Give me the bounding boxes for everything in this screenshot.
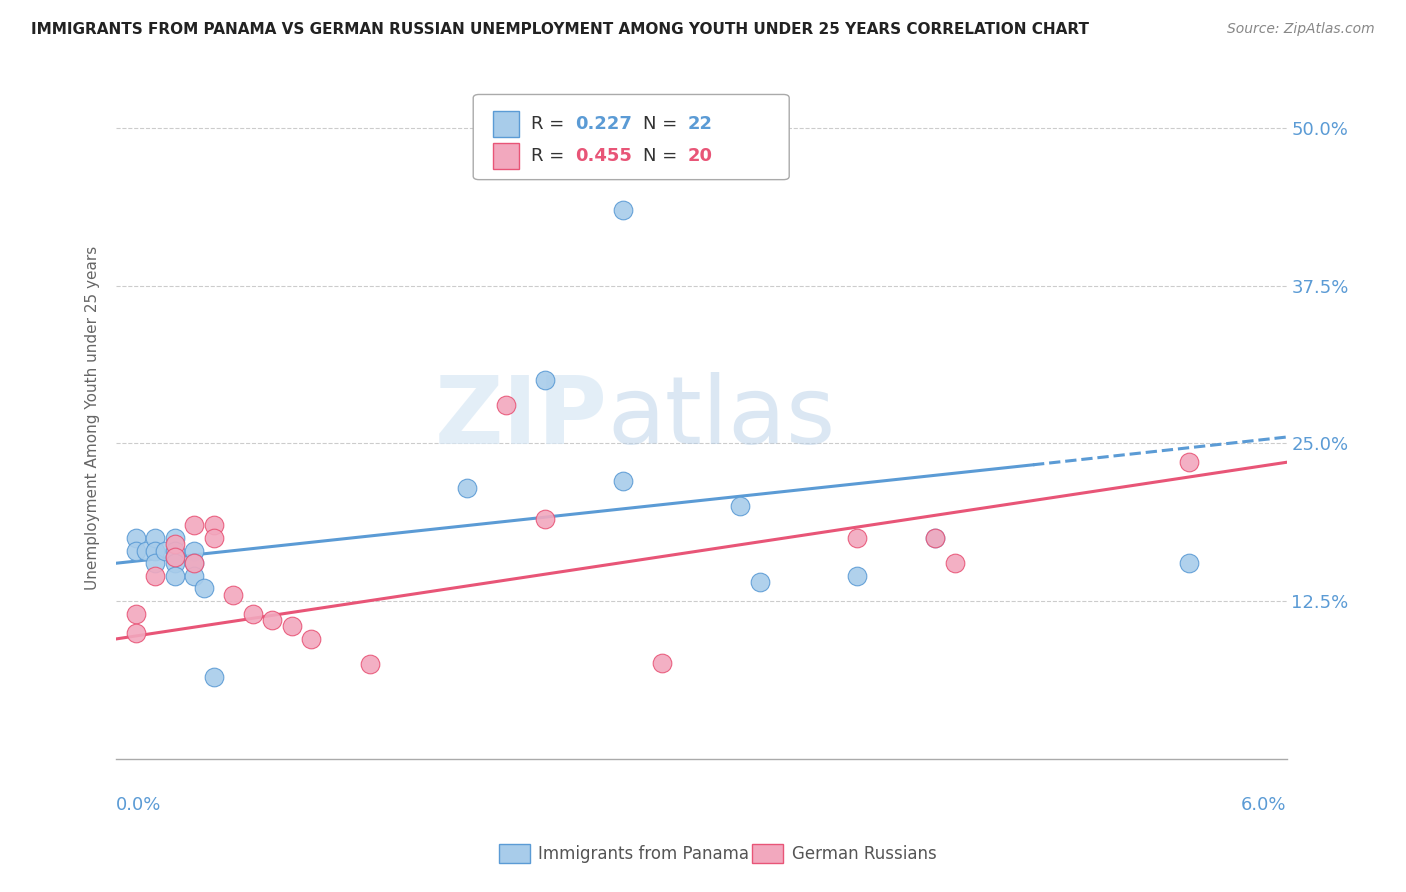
Point [143,556,166,570]
Text: atlas: atlas [607,372,837,464]
Point [242,607,264,621]
Y-axis label: Unemployment Among Youth under 25 years: Unemployment Among Youth under 25 years [86,246,100,591]
FancyBboxPatch shape [494,143,519,169]
Point [202,531,225,545]
Text: 6.0%: 6.0% [1241,797,1286,814]
Point [183,518,205,533]
Point [163,549,186,564]
Point [1178,455,1201,469]
Point [163,543,186,558]
Point [163,537,186,551]
Point [534,373,557,387]
Point [456,481,478,495]
Point [163,531,186,545]
Text: 0.227: 0.227 [575,115,631,133]
Text: IMMIGRANTS FROM PANAMA VS GERMAN RUSSIAN UNEMPLOYMENT AMONG YOUTH UNDER 25 YEARS: IMMIGRANTS FROM PANAMA VS GERMAN RUSSIAN… [31,22,1088,37]
Point [183,543,205,558]
Point [943,556,966,570]
Text: Source: ZipAtlas.com: Source: ZipAtlas.com [1227,22,1375,37]
FancyBboxPatch shape [494,111,519,136]
Point [846,531,869,545]
Point [163,569,186,583]
Point [1178,556,1201,570]
Point [143,531,166,545]
Point [183,569,205,583]
Text: Immigrants from Panama: Immigrants from Panama [538,845,749,863]
Point [299,632,322,646]
Point [924,531,946,545]
Text: 0.455: 0.455 [575,147,631,165]
Point [125,607,148,621]
Point [359,657,381,672]
Text: 22: 22 [688,115,713,133]
Point [262,613,284,627]
Point [143,569,166,583]
Point [163,549,186,564]
Text: N =: N = [643,115,683,133]
Text: 0.0%: 0.0% [117,797,162,814]
Point [846,569,869,583]
Text: R =: R = [530,147,569,165]
Point [222,588,245,602]
Point [730,500,752,514]
FancyBboxPatch shape [474,95,789,179]
Point [125,531,148,545]
Point [495,399,517,413]
Point [125,625,148,640]
Point [202,670,225,684]
Point [163,556,186,570]
Text: German Russians: German Russians [792,845,936,863]
Text: 20: 20 [688,147,713,165]
Point [651,656,673,670]
Point [143,543,166,558]
Point [193,582,215,596]
Point [924,531,946,545]
Point [135,543,157,558]
Point [534,512,557,526]
Point [612,474,634,488]
Point [612,202,634,217]
Point [281,619,304,633]
Point [183,556,205,570]
Point [202,518,225,533]
Point [153,543,176,558]
Point [183,556,205,570]
Text: R =: R = [530,115,569,133]
Text: N =: N = [643,147,683,165]
Text: ZIP: ZIP [434,372,607,464]
Point [749,575,772,590]
Point [125,543,148,558]
